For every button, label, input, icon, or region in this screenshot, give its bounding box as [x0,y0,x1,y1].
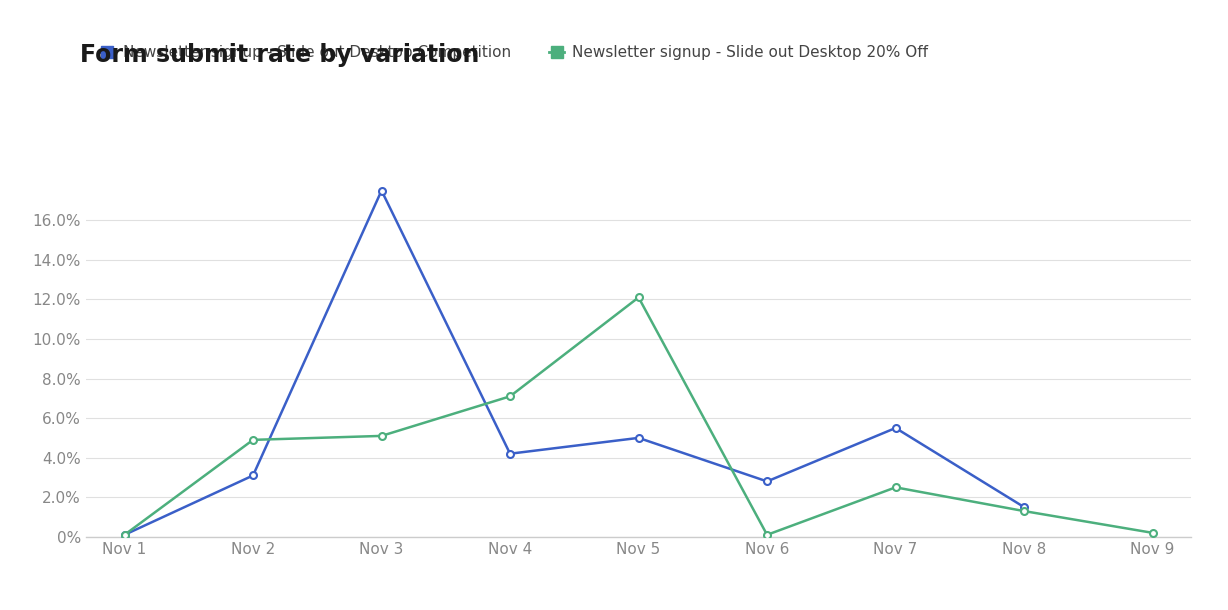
Text: Form submit rate by variation: Form submit rate by variation [80,43,479,66]
Legend: Newsletter signup - Slide out Desktop Competition, Newsletter signup - Slide out: Newsletter signup - Slide out Desktop Co… [93,40,935,66]
